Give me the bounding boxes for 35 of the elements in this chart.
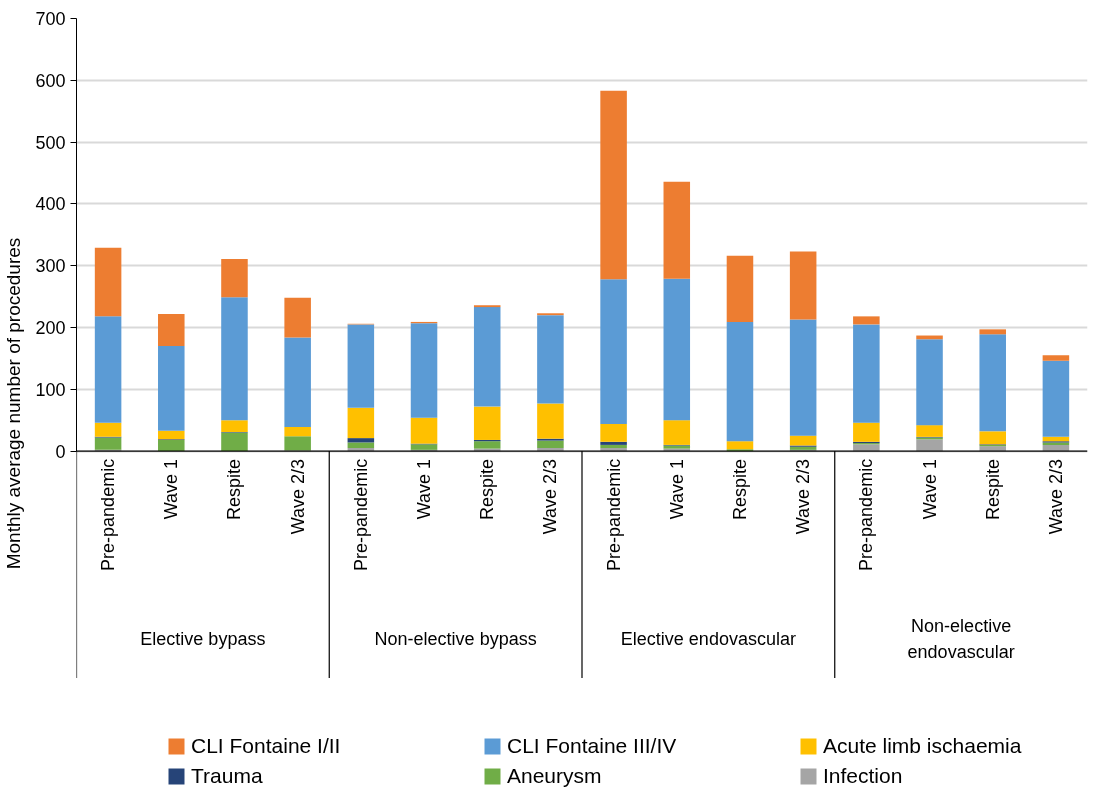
x-tick-label: Wave 1 <box>666 458 687 520</box>
x-tick-label: Pre-pandemic <box>603 458 624 571</box>
legend-label: CLI Fontaine III/IV <box>507 734 678 758</box>
y-tick-label: 600 <box>35 70 66 91</box>
legend-label: Infection <box>823 764 904 788</box>
y-tick-label: 200 <box>35 317 66 338</box>
y-tick-label: 500 <box>35 132 66 153</box>
x-tick-label: Wave 1 <box>919 458 940 520</box>
x-tick-label: Pre-pandemic <box>98 458 119 571</box>
x-tick-label: Respite <box>477 458 498 520</box>
x-tick-label: Wave 2/3 <box>540 458 561 535</box>
x-tick-label: Wave 2/3 <box>287 458 308 535</box>
y-tick-label: 400 <box>35 194 66 215</box>
y-tick-label: 100 <box>35 379 66 400</box>
y-tick-label: 700 <box>35 9 66 29</box>
x-tick-label: Wave 1 <box>161 458 182 520</box>
legend-label: Trauma <box>191 764 264 788</box>
x-tick-label: Respite <box>982 458 1003 520</box>
y-tick-label: 0 <box>55 441 66 462</box>
x-tick-label: Wave 1 <box>414 458 435 520</box>
x-tick-label: Pre-pandemic <box>350 458 371 571</box>
legend-label: CLI Fontaine I/II <box>191 734 342 758</box>
text: Non-elective bypass <box>374 629 537 650</box>
text: Elective endovascular <box>620 629 796 650</box>
x-tick-label: Respite <box>729 458 750 520</box>
y-tick-label: 300 <box>35 256 66 277</box>
x-tick-label: Respite <box>224 458 245 520</box>
text: Non-elective endovascular <box>907 616 1015 663</box>
text: Elective bypass <box>140 629 266 650</box>
x-tick-label: Wave 2/3 <box>1045 458 1066 535</box>
legend-label: Aneurysm <box>507 764 603 788</box>
x-tick-label: Pre-pandemic <box>856 458 877 571</box>
x-tick-label: Wave 2/3 <box>793 458 814 535</box>
y-axis-title: Monthly average number of procedures <box>3 237 25 570</box>
legend-label: Acute limb ischaemia <box>823 734 1023 758</box>
